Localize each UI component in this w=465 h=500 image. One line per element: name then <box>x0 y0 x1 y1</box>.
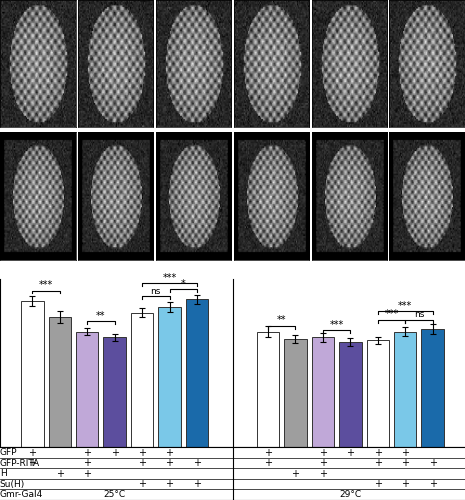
Text: +: + <box>319 458 327 468</box>
Text: 25°C: 25°C <box>104 490 126 499</box>
Text: GFP: GFP <box>0 448 17 457</box>
Bar <box>366 340 389 448</box>
Text: **: ** <box>277 316 286 326</box>
Text: +: + <box>401 458 409 468</box>
Text: +: + <box>28 458 36 468</box>
Text: Gmr-Gal4: Gmr-Gal4 <box>0 490 43 499</box>
Bar <box>158 306 181 448</box>
Text: +: + <box>319 468 327 478</box>
Bar <box>312 338 334 448</box>
Text: +: + <box>264 458 272 468</box>
Bar <box>76 332 99 448</box>
Text: +: + <box>83 458 91 468</box>
Text: ***: *** <box>330 320 344 330</box>
Text: +: + <box>111 448 119 458</box>
Bar <box>257 332 279 448</box>
Text: 29°C: 29°C <box>339 490 361 499</box>
Text: +: + <box>319 448 327 458</box>
Text: +: + <box>401 448 409 458</box>
Text: +: + <box>401 479 409 489</box>
Bar <box>21 301 44 448</box>
Text: +: + <box>429 458 437 468</box>
Text: +: + <box>138 448 146 458</box>
Text: ***: *** <box>162 273 177 283</box>
Text: +: + <box>28 448 36 458</box>
Text: ***: *** <box>385 310 399 320</box>
Bar <box>48 317 71 448</box>
Text: +: + <box>264 448 272 458</box>
Text: Su(H): Su(H) <box>0 480 25 488</box>
Text: ns: ns <box>414 310 424 320</box>
Text: GFP-RITA: GFP-RITA <box>0 458 40 468</box>
Text: *: * <box>181 278 186 288</box>
Bar <box>284 339 307 448</box>
Text: +: + <box>166 458 173 468</box>
Bar <box>131 312 153 448</box>
Text: +: + <box>292 468 299 478</box>
Text: +: + <box>138 458 146 468</box>
Text: **: ** <box>96 311 106 321</box>
Text: +: + <box>374 448 382 458</box>
Text: +: + <box>193 458 201 468</box>
Text: +: + <box>374 479 382 489</box>
Bar <box>394 332 417 448</box>
Bar <box>339 342 362 448</box>
Text: +: + <box>138 479 146 489</box>
Text: +: + <box>83 448 91 458</box>
Text: +: + <box>56 468 64 478</box>
Text: +: + <box>166 448 173 458</box>
Bar <box>186 300 208 448</box>
Text: +: + <box>346 448 354 458</box>
Text: H: H <box>0 469 7 478</box>
Text: +: + <box>166 479 173 489</box>
Text: +: + <box>193 479 201 489</box>
Text: ***: *** <box>398 300 412 310</box>
Text: ***: *** <box>39 280 53 290</box>
Text: +: + <box>83 468 91 478</box>
Text: +: + <box>374 458 382 468</box>
Text: ns: ns <box>151 287 161 296</box>
Bar <box>421 328 444 448</box>
Bar <box>103 338 126 448</box>
Text: +: + <box>429 479 437 489</box>
